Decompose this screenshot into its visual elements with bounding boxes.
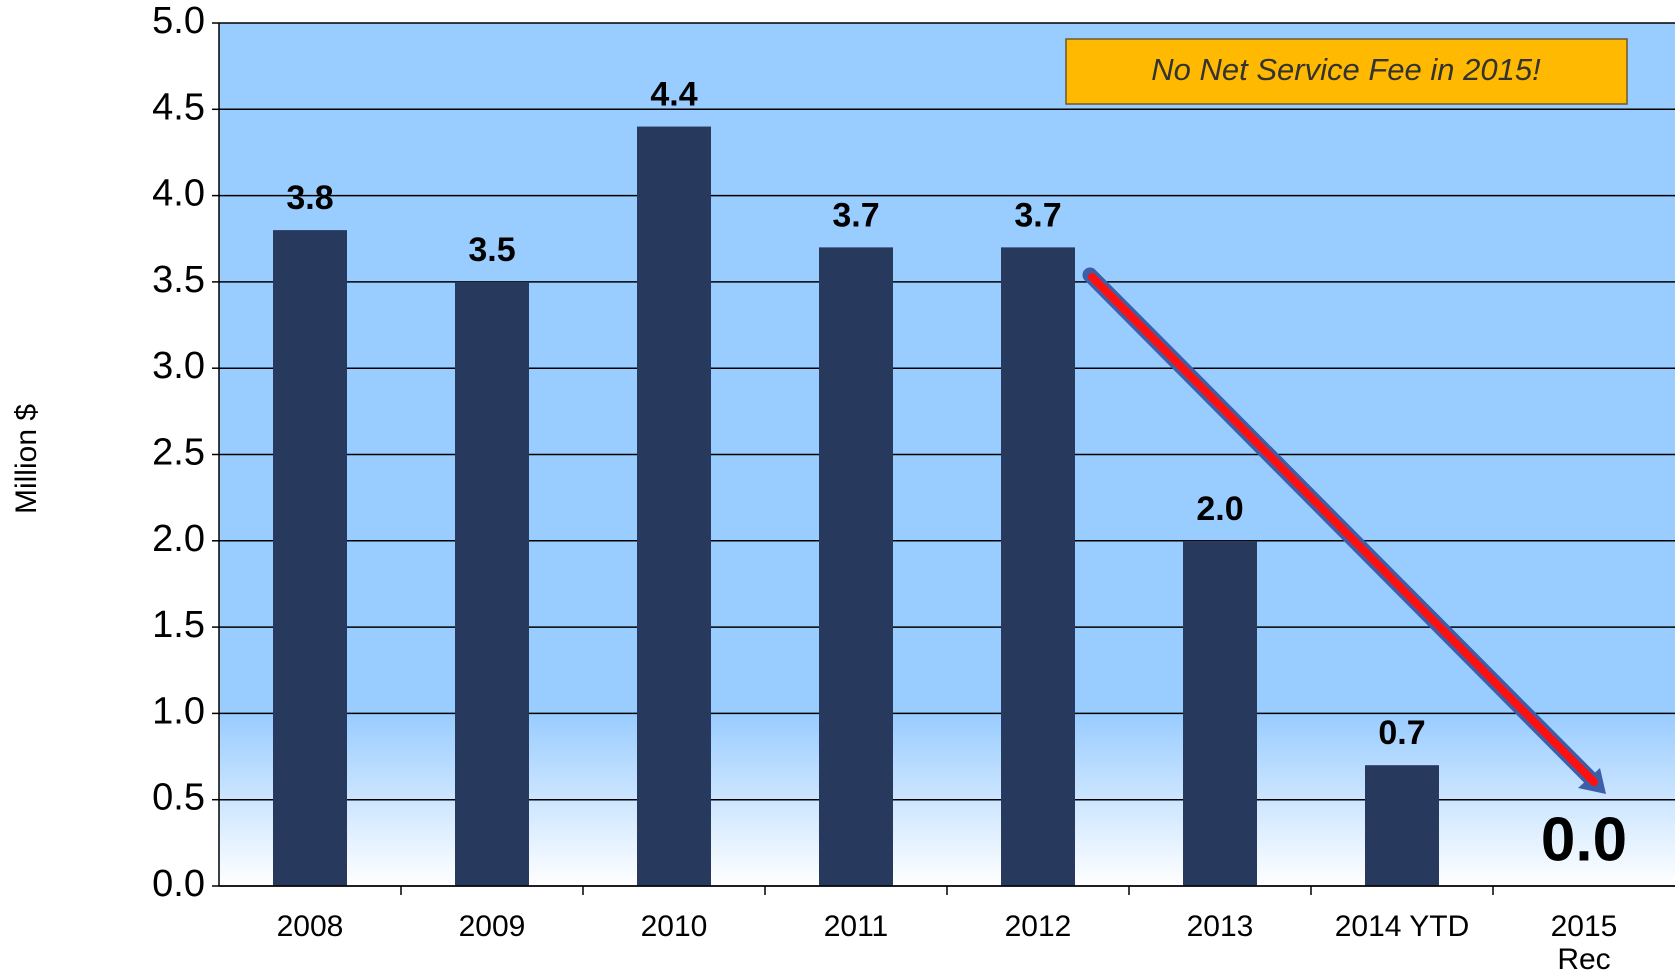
bar: [637, 126, 711, 886]
x-tick-label: 2014 YTD: [1335, 910, 1470, 943]
trend-arrow: [1082, 267, 1606, 794]
bar: [1365, 765, 1439, 886]
y-tick-label: 2.5: [152, 432, 205, 474]
x-tick-label: 2010: [641, 910, 708, 943]
y-tick-label: 2.0: [152, 518, 205, 560]
bar: [819, 247, 893, 886]
annotation: No Net Service Fee in 2015!: [1151, 52, 1541, 87]
value-label: 0.7: [1378, 714, 1425, 752]
x-tick-label: 2012: [1005, 910, 1072, 943]
y-tick-label: 4.0: [152, 173, 205, 215]
y-tick-label: 3.5: [152, 259, 205, 301]
bar: [455, 281, 529, 886]
y-tick-label: 4.5: [152, 86, 205, 128]
x-tick-label: 2009: [459, 910, 526, 943]
bar: [273, 230, 347, 886]
y-tick-label: 1.5: [152, 604, 205, 646]
value-label: 4.4: [650, 76, 697, 114]
y-axis-label: Million $: [10, 404, 43, 514]
value-label: 3.7: [1014, 196, 1061, 234]
value-label: 3.8: [286, 179, 333, 217]
value-label: 0.0: [1541, 805, 1627, 874]
x-tick-label: 2008: [277, 910, 344, 943]
x-tick-label: 2015 Rec: [1551, 910, 1618, 976]
bar: [1183, 540, 1257, 886]
bar: [1001, 247, 1075, 886]
y-tick-label: 1.0: [152, 690, 205, 732]
value-label: 2.0: [1196, 490, 1243, 528]
y-tick-label: 5.0: [152, 0, 205, 42]
value-label: 3.5: [468, 231, 515, 269]
x-tick-label: 2011: [824, 910, 889, 943]
x-tick-label: 2013: [1187, 910, 1254, 943]
y-tick-label: 3.0: [152, 345, 205, 387]
annotation-box: [1065, 38, 1628, 105]
y-tick-label: 0.0: [152, 863, 205, 905]
value-label: 3.7: [832, 196, 879, 234]
y-tick-label: 0.5: [152, 777, 205, 819]
